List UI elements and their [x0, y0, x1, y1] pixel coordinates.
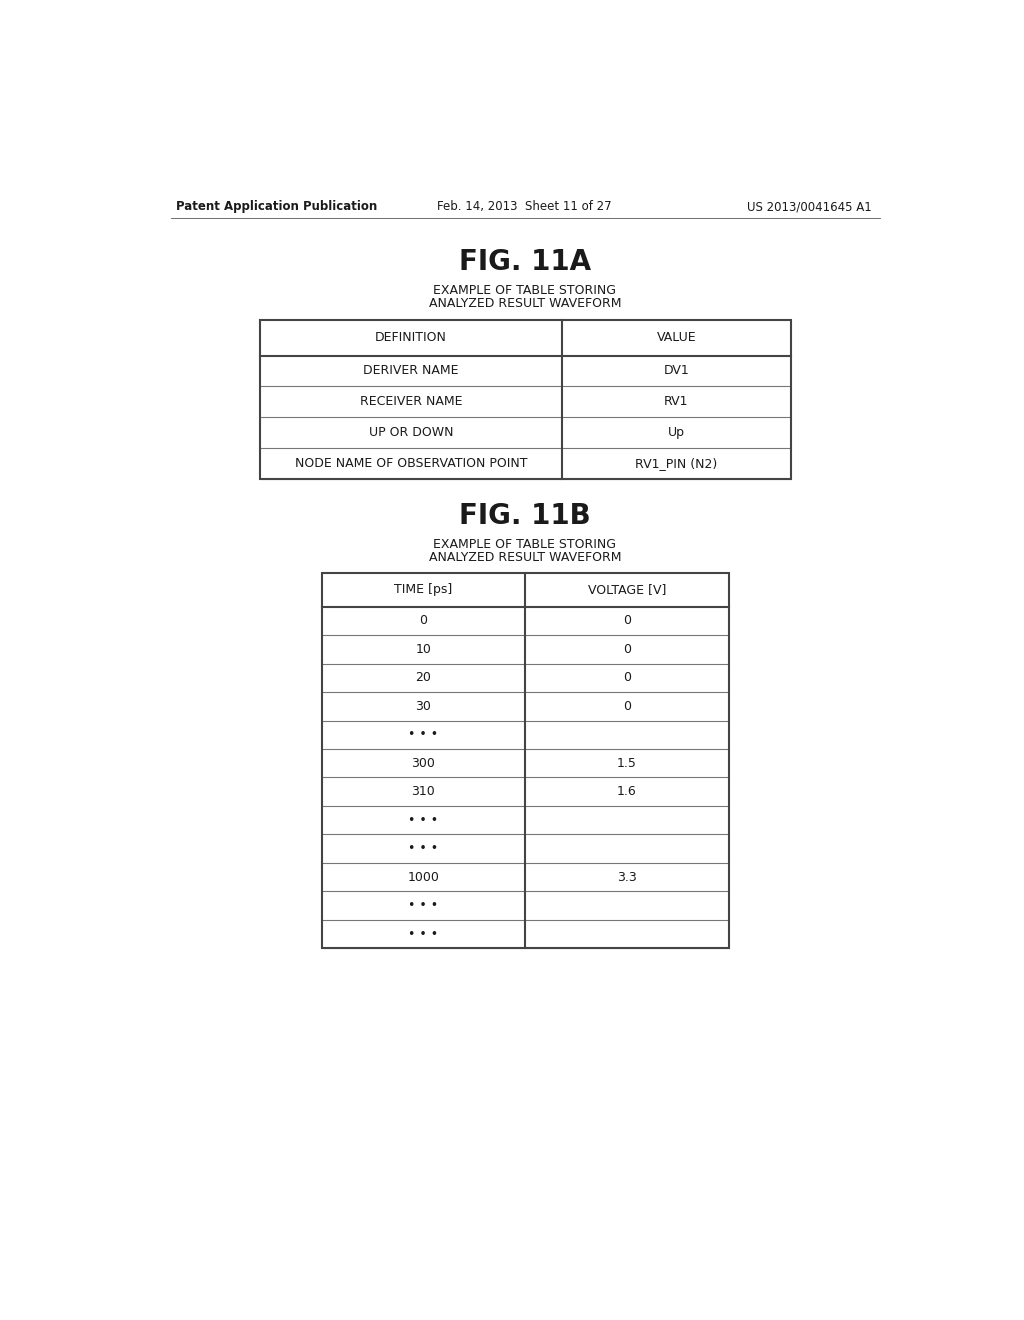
Text: • • •: • • • — [409, 813, 438, 826]
Text: • • •: • • • — [409, 729, 438, 742]
Text: • • •: • • • — [409, 899, 438, 912]
Text: DERIVER NAME: DERIVER NAME — [364, 364, 459, 378]
Text: ANALYZED RESULT WAVEFORM: ANALYZED RESULT WAVEFORM — [429, 550, 621, 564]
Text: 1.6: 1.6 — [616, 785, 637, 799]
Text: 1000: 1000 — [408, 871, 439, 883]
Text: 3.3: 3.3 — [616, 871, 637, 883]
Text: DEFINITION: DEFINITION — [375, 331, 446, 345]
Text: TIME [ps]: TIME [ps] — [394, 583, 453, 597]
Text: DV1: DV1 — [664, 364, 689, 378]
Text: EXAMPLE OF TABLE STORING: EXAMPLE OF TABLE STORING — [433, 539, 616, 552]
Text: Patent Application Publication: Patent Application Publication — [176, 201, 377, 214]
Text: 0: 0 — [623, 643, 631, 656]
Text: 300: 300 — [412, 756, 435, 770]
Text: 0: 0 — [623, 614, 631, 627]
Text: 1.5: 1.5 — [616, 756, 637, 770]
Text: 0: 0 — [623, 672, 631, 684]
Text: • • •: • • • — [409, 842, 438, 855]
Text: NODE NAME OF OBSERVATION POINT: NODE NAME OF OBSERVATION POINT — [295, 457, 527, 470]
Text: Up: Up — [668, 426, 685, 440]
Text: ANALYZED RESULT WAVEFORM: ANALYZED RESULT WAVEFORM — [429, 297, 621, 310]
Text: RV1_PIN (N2): RV1_PIN (N2) — [635, 457, 718, 470]
Text: • • •: • • • — [409, 928, 438, 941]
Text: 30: 30 — [416, 700, 431, 713]
Bar — [322, 573, 729, 949]
Text: UP OR DOWN: UP OR DOWN — [369, 426, 454, 440]
Text: VOLTAGE [V]: VOLTAGE [V] — [588, 583, 666, 597]
Text: RECEIVER NAME: RECEIVER NAME — [359, 395, 462, 408]
Text: EXAMPLE OF TABLE STORING: EXAMPLE OF TABLE STORING — [433, 284, 616, 297]
Text: Feb. 14, 2013  Sheet 11 of 27: Feb. 14, 2013 Sheet 11 of 27 — [437, 201, 612, 214]
Text: FIG. 11B: FIG. 11B — [459, 503, 591, 531]
Text: VALUE: VALUE — [656, 331, 696, 345]
Text: 0: 0 — [623, 700, 631, 713]
Text: 0: 0 — [419, 614, 427, 627]
Text: 10: 10 — [416, 643, 431, 656]
Text: FIG. 11A: FIG. 11A — [459, 248, 591, 276]
Text: US 2013/0041645 A1: US 2013/0041645 A1 — [748, 201, 872, 214]
Bar — [260, 321, 791, 479]
Text: 20: 20 — [416, 672, 431, 684]
Text: 310: 310 — [412, 785, 435, 799]
Text: RV1: RV1 — [664, 395, 688, 408]
